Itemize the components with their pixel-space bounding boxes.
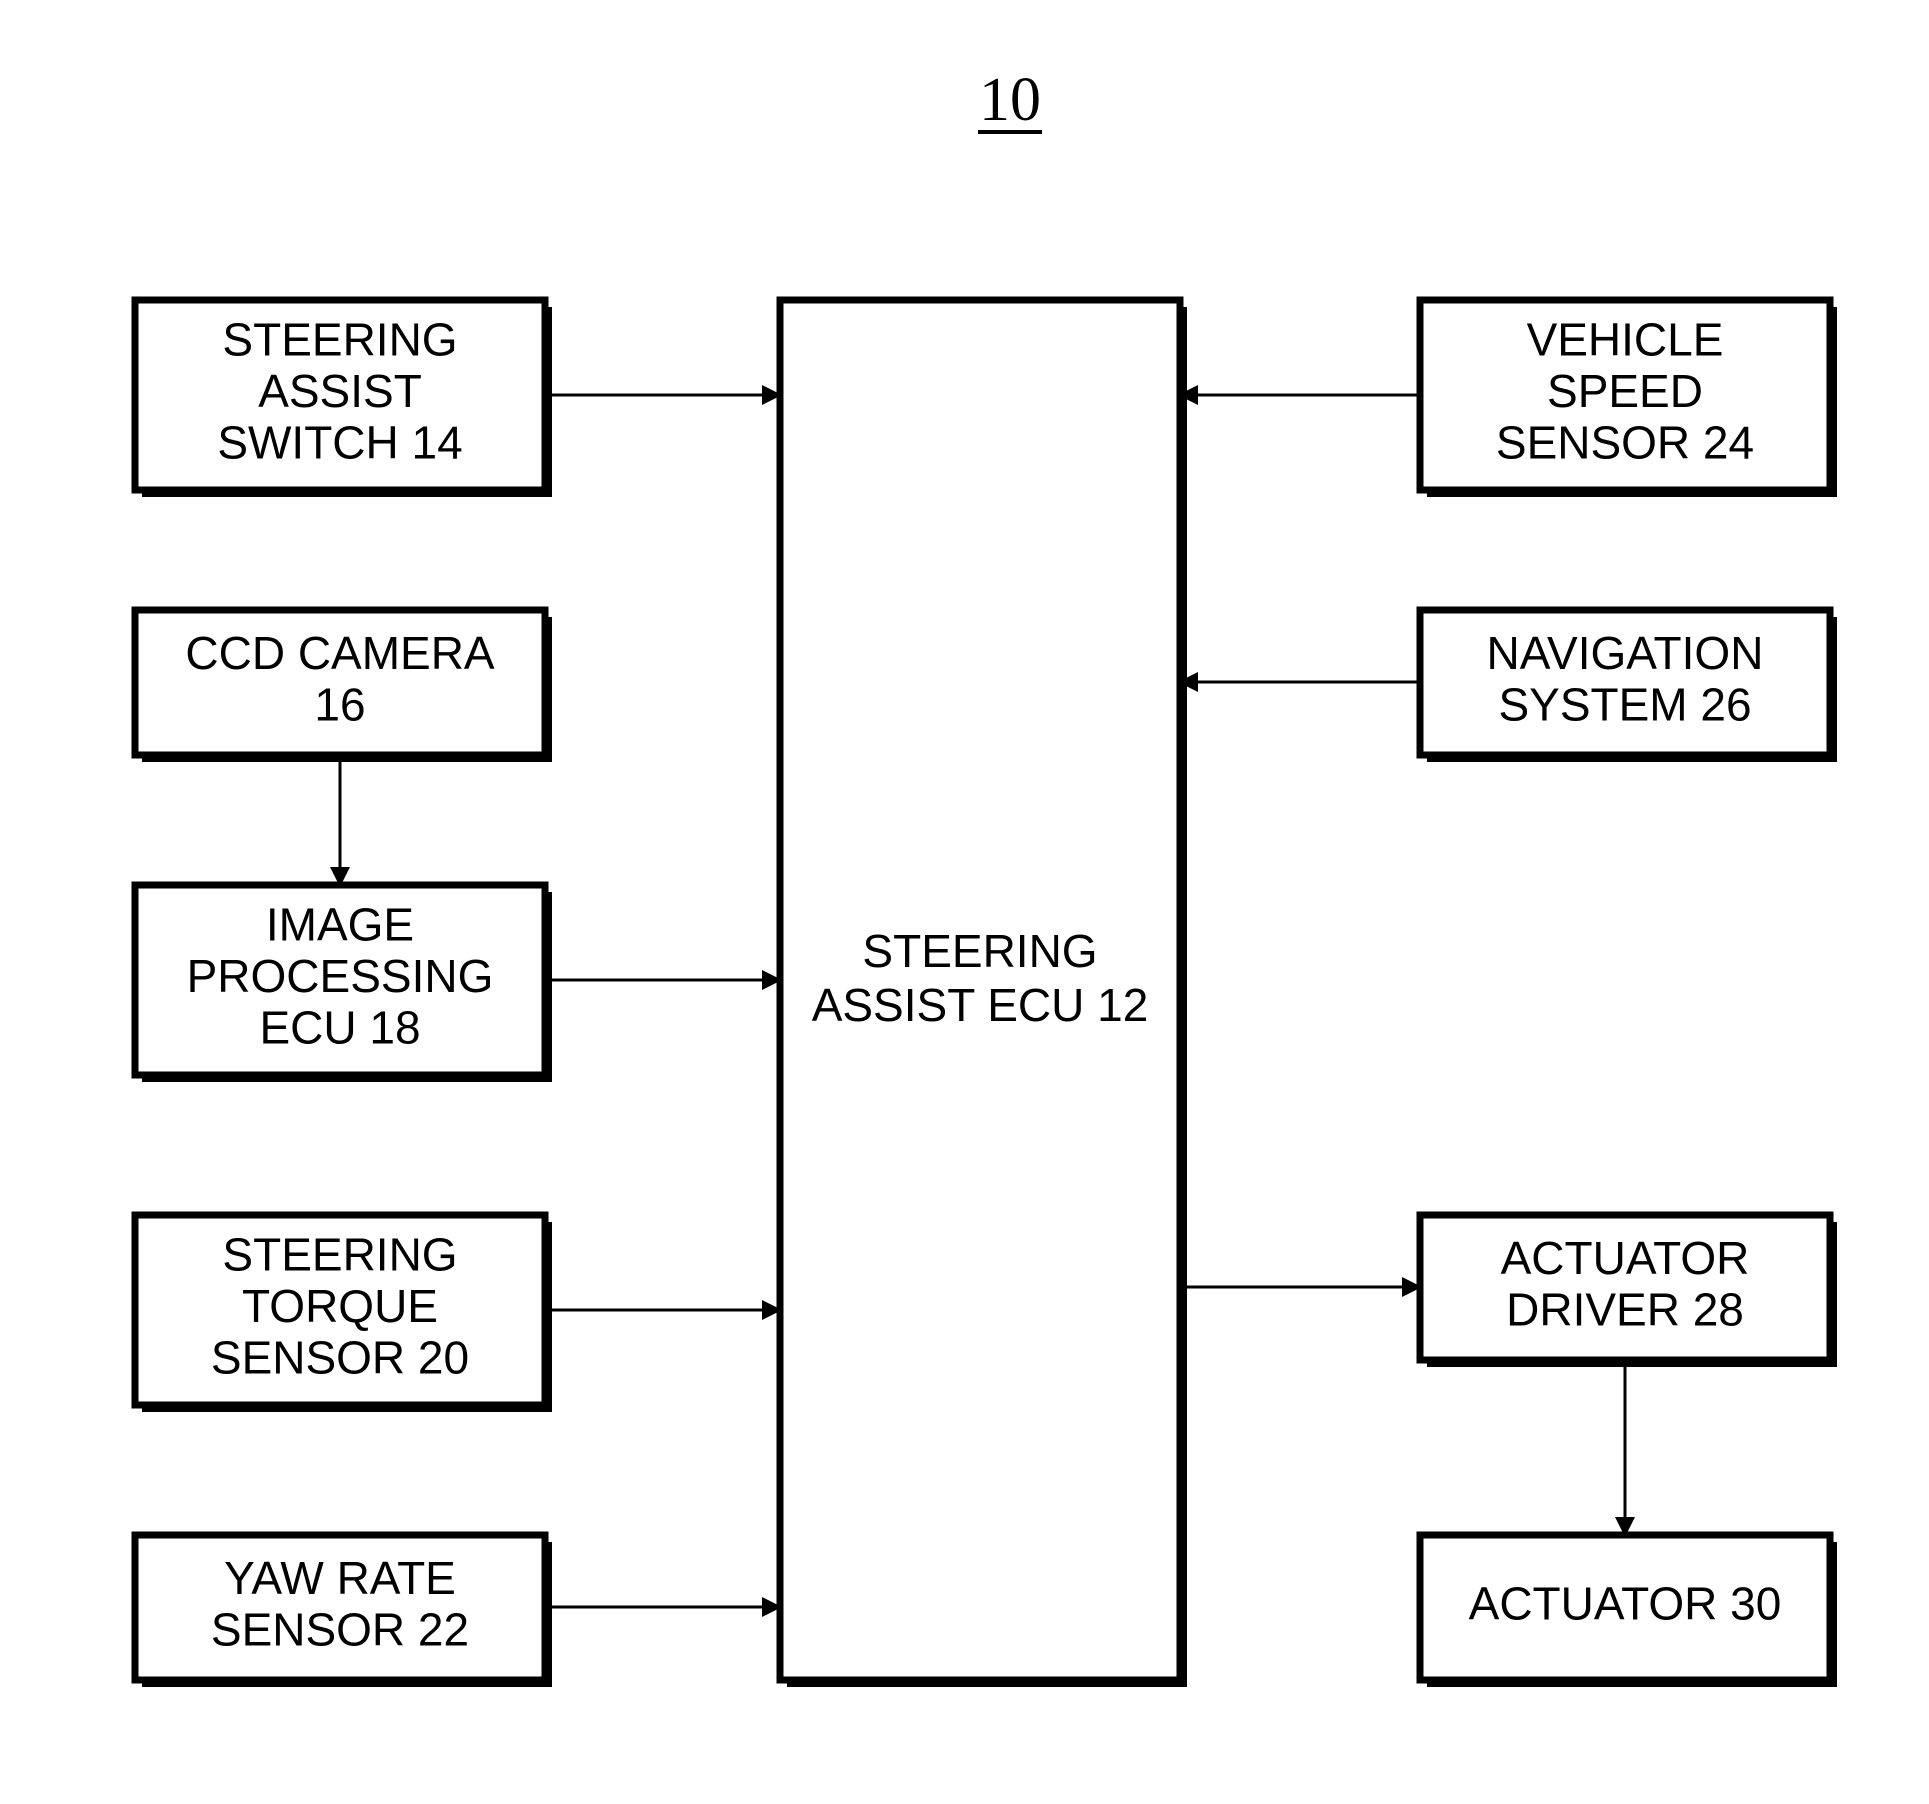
steering-assist-ecu-label: ASSIST ECU 12 — [812, 979, 1149, 1031]
navigation-system-label: NAVIGATION — [1487, 627, 1764, 679]
navigation-system-label: SYSTEM 26 — [1498, 678, 1751, 730]
figure-number: 10 — [979, 66, 1041, 134]
steering-torque-sensor-label: SENSOR 20 — [211, 1332, 469, 1384]
steering-assist-switch: STEERINGASSISTSWITCH 14 — [135, 300, 552, 497]
ccd-camera-label: 16 — [314, 678, 365, 730]
steering-torque-sensor-label: TORQUE — [242, 1280, 438, 1332]
steering-assist-ecu: STEERINGASSIST ECU 12 — [780, 300, 1187, 1687]
yaw-rate-sensor-label: SENSOR 22 — [211, 1603, 469, 1655]
vehicle-speed-sensor-label: VEHICLE — [1527, 314, 1724, 366]
ccd-camera-label: CCD CAMERA — [185, 627, 495, 679]
vehicle-speed-sensor-label: SENSOR 24 — [1496, 417, 1754, 469]
steering-assist-ecu-label: STEERING — [862, 925, 1097, 977]
yaw-rate-sensor-label: YAW RATE — [224, 1552, 456, 1604]
actuator-driver-label: DRIVER 28 — [1506, 1283, 1744, 1335]
steering-assist-switch-label: SWITCH 14 — [217, 417, 462, 469]
actuator-driver: ACTUATORDRIVER 28 — [1420, 1215, 1837, 1367]
vehicle-speed-sensor: VEHICLESPEEDSENSOR 24 — [1420, 300, 1837, 497]
actuator-driver-label: ACTUATOR — [1501, 1232, 1750, 1284]
steering-assist-switch-label: STEERING — [222, 314, 457, 366]
image-processing-ecu-label: PROCESSING — [187, 950, 494, 1002]
actuator: ACTUATOR 30 — [1420, 1535, 1837, 1687]
image-processing-ecu-label: ECU 18 — [259, 1002, 420, 1054]
image-processing-ecu: IMAGEPROCESSINGECU 18 — [135, 885, 552, 1082]
image-processing-ecu-label: IMAGE — [266, 899, 414, 951]
steering-torque-sensor: STEERINGTORQUESENSOR 20 — [135, 1215, 552, 1412]
actuator-label: ACTUATOR 30 — [1469, 1578, 1782, 1630]
navigation-system: NAVIGATIONSYSTEM 26 — [1420, 610, 1837, 762]
vehicle-speed-sensor-label: SPEED — [1547, 365, 1703, 417]
yaw-rate-sensor: YAW RATESENSOR 22 — [135, 1535, 552, 1687]
ccd-camera: CCD CAMERA16 — [135, 610, 552, 762]
steering-assist-switch-label: ASSIST — [258, 365, 422, 417]
steering-torque-sensor-label: STEERING — [222, 1229, 457, 1281]
